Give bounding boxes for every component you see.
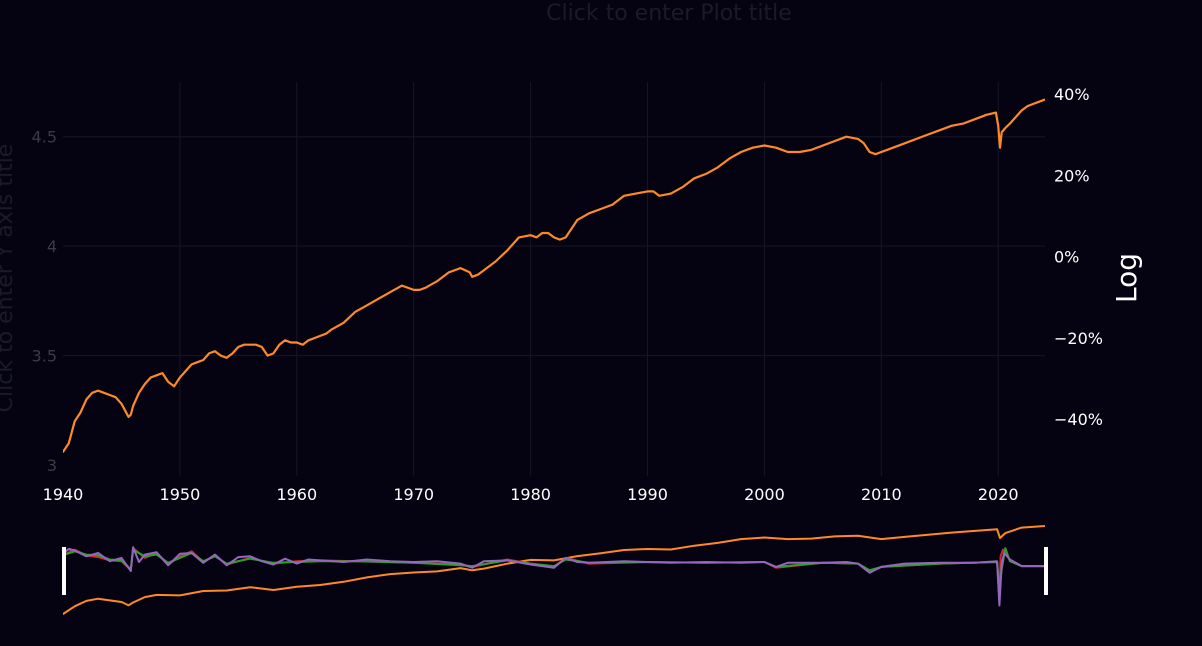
y-tick-label: 3: [47, 456, 57, 475]
x-tick-label: 2020: [978, 485, 1019, 504]
range-slider-left-handle[interactable]: [62, 547, 66, 595]
x-tick-label: 1990: [627, 485, 668, 504]
x-axis: 1940 1950 1960 1970 1980 1990 2000 2010 2020: [43, 485, 1019, 504]
x-tick-label: 2010: [861, 485, 902, 504]
range-slider-series-line: [63, 525, 1045, 615]
y-tick-label: 4.5: [32, 128, 57, 147]
x-tick-label: 1950: [160, 485, 201, 504]
range-slider-right-handle[interactable]: [1044, 547, 1048, 595]
x-tick-label: 2000: [744, 485, 785, 504]
grid: [63, 82, 1045, 476]
y-axis: 3 3.5 4 4.5: [32, 128, 57, 475]
x-tick-label: 1940: [43, 485, 84, 504]
range-slider-series-line: [63, 547, 1045, 588]
y2-axis: −40% −20% 0% 20% 40%: [1054, 85, 1103, 429]
range-slider-lines: [63, 525, 1045, 615]
range-slider[interactable]: [57, 525, 1048, 615]
x-tick-label: 1970: [393, 485, 434, 504]
y2-axis-title: Log: [1110, 253, 1143, 303]
y2-tick-label: 0%: [1054, 248, 1079, 267]
y-tick-label: 3.5: [32, 347, 57, 366]
x-tick-label: 1980: [510, 485, 551, 504]
y-axis-title-placeholder[interactable]: Click to enter Y axis title: [0, 144, 18, 413]
series-line: [63, 98, 1045, 453]
y-tick-label: 4: [47, 237, 57, 256]
range-slider-series-line: [63, 546, 1045, 607]
x-tick-label: 1960: [276, 485, 317, 504]
y2-tick-label: −20%: [1054, 329, 1103, 348]
y2-tick-label: 20%: [1054, 166, 1090, 185]
plot-area: [63, 98, 1045, 453]
y2-tick-label: 40%: [1054, 85, 1090, 104]
plot-title-placeholder[interactable]: Click to enter Plot title: [546, 1, 792, 26]
y2-tick-label: −40%: [1054, 410, 1103, 429]
